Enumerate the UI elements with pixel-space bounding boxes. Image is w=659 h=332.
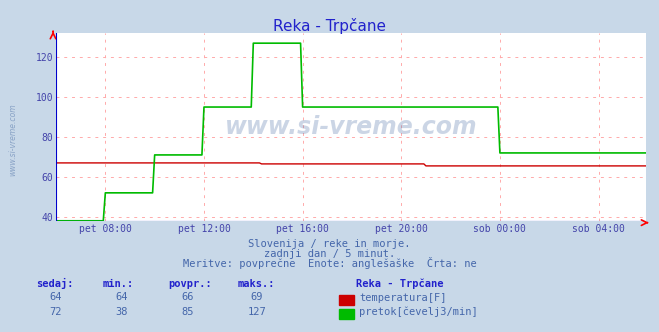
Text: maks.:: maks.: [237, 279, 275, 289]
Text: zadnji dan / 5 minut.: zadnji dan / 5 minut. [264, 249, 395, 259]
Text: 69: 69 [251, 292, 263, 302]
Text: 127: 127 [248, 307, 266, 317]
Text: 85: 85 [182, 307, 194, 317]
Text: Reka - Trpčane: Reka - Trpčane [356, 279, 444, 289]
Text: Meritve: povprečne  Enote: anglešaške  Črta: ne: Meritve: povprečne Enote: anglešaške Črt… [183, 257, 476, 269]
Text: temperatura[F]: temperatura[F] [359, 293, 447, 303]
Text: Slovenija / reke in morje.: Slovenija / reke in morje. [248, 239, 411, 249]
Text: 64: 64 [50, 292, 62, 302]
Text: sedaj:: sedaj: [36, 278, 74, 289]
Text: www.si-vreme.com: www.si-vreme.com [225, 115, 477, 139]
Text: www.si-vreme.com: www.si-vreme.com [8, 103, 17, 176]
Text: 64: 64 [116, 292, 128, 302]
Text: 38: 38 [116, 307, 128, 317]
Text: Reka - Trpčane: Reka - Trpčane [273, 18, 386, 34]
Text: 66: 66 [182, 292, 194, 302]
Text: min.:: min.: [102, 279, 133, 289]
Text: povpr.:: povpr.: [168, 279, 212, 289]
Text: 72: 72 [50, 307, 62, 317]
Text: pretok[čevelj3/min]: pretok[čevelj3/min] [359, 307, 478, 317]
